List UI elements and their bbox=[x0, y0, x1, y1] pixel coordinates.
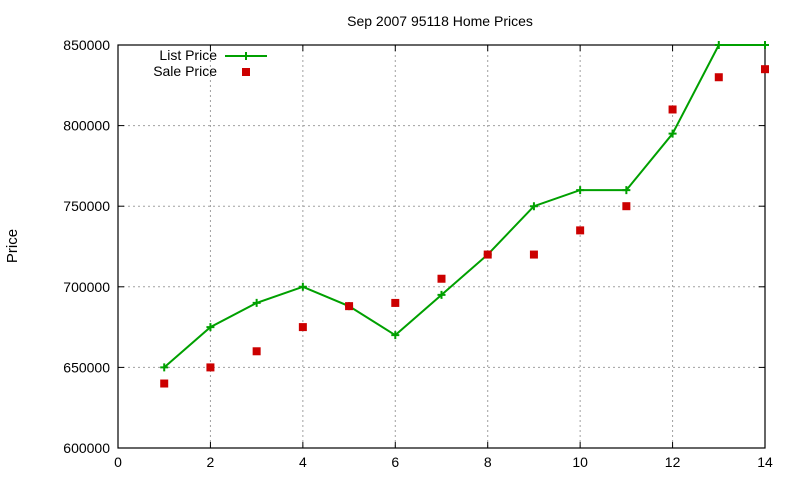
plus-marker-icon bbox=[668, 129, 677, 138]
plus-marker-icon bbox=[714, 41, 723, 49]
square-marker-icon bbox=[668, 105, 677, 114]
plus-marker-icon bbox=[529, 202, 538, 211]
plus-marker-icon bbox=[622, 186, 631, 195]
plot-border bbox=[117, 44, 766, 449]
legend-square-icon bbox=[242, 68, 250, 76]
x-tick-label: 0 bbox=[114, 454, 122, 470]
square-marker-icon bbox=[160, 379, 169, 388]
square-marker-icon bbox=[529, 250, 538, 259]
square-marker-icon bbox=[391, 298, 400, 307]
plus-marker-icon bbox=[576, 186, 585, 195]
x-tick-label: 6 bbox=[391, 454, 399, 470]
y-tick-label: 650000 bbox=[63, 359, 110, 375]
square-marker-icon bbox=[483, 250, 492, 259]
plus-marker-icon bbox=[298, 282, 307, 291]
plus-marker-icon bbox=[437, 290, 446, 299]
list-price-series bbox=[160, 41, 769, 372]
chart-title: Sep 2007 95118 Home Prices bbox=[347, 13, 533, 29]
plus-marker-icon bbox=[761, 41, 769, 49]
grid-lines bbox=[118, 45, 765, 448]
x-tick-label: 2 bbox=[207, 454, 215, 470]
square-marker-icon bbox=[714, 73, 723, 82]
square-marker-icon bbox=[298, 323, 307, 332]
square-marker-icon bbox=[622, 202, 631, 211]
legend-label-sale-price: Sale Price bbox=[153, 63, 217, 79]
x-tick-label: 4 bbox=[299, 454, 307, 470]
square-marker-icon bbox=[252, 347, 261, 356]
legend-label-list-price: List Price bbox=[159, 47, 217, 63]
y-axis-label: Price bbox=[4, 229, 21, 263]
plus-marker-icon bbox=[391, 331, 400, 340]
sale-price-series bbox=[160, 65, 769, 388]
y-tick-label: 600000 bbox=[63, 440, 110, 456]
axes: 0 2 4 6 8 10 12 14 600000 650000 700000 750000 80000… bbox=[63, 37, 773, 470]
square-marker-icon bbox=[576, 226, 585, 235]
y-tick-label: 850000 bbox=[63, 37, 110, 53]
square-marker-icon bbox=[761, 65, 769, 74]
square-marker-icon bbox=[206, 363, 215, 372]
legend-plus-icon bbox=[242, 52, 250, 60]
x-tick-label: 14 bbox=[757, 454, 773, 470]
x-tick-label: 10 bbox=[572, 454, 588, 470]
square-marker-icon bbox=[437, 274, 446, 283]
plus-marker-icon bbox=[252, 298, 261, 307]
x-tick-label: 8 bbox=[484, 454, 492, 470]
y-tick-label: 750000 bbox=[63, 198, 110, 214]
list-price-line bbox=[163, 44, 765, 369]
y-tick-label: 700000 bbox=[63, 279, 110, 295]
y-tick-label: 800000 bbox=[63, 118, 110, 134]
plus-marker-icon bbox=[160, 363, 169, 372]
x-tick-label: 12 bbox=[665, 454, 681, 470]
plus-marker-icon bbox=[206, 323, 215, 332]
square-marker-icon bbox=[345, 302, 354, 311]
